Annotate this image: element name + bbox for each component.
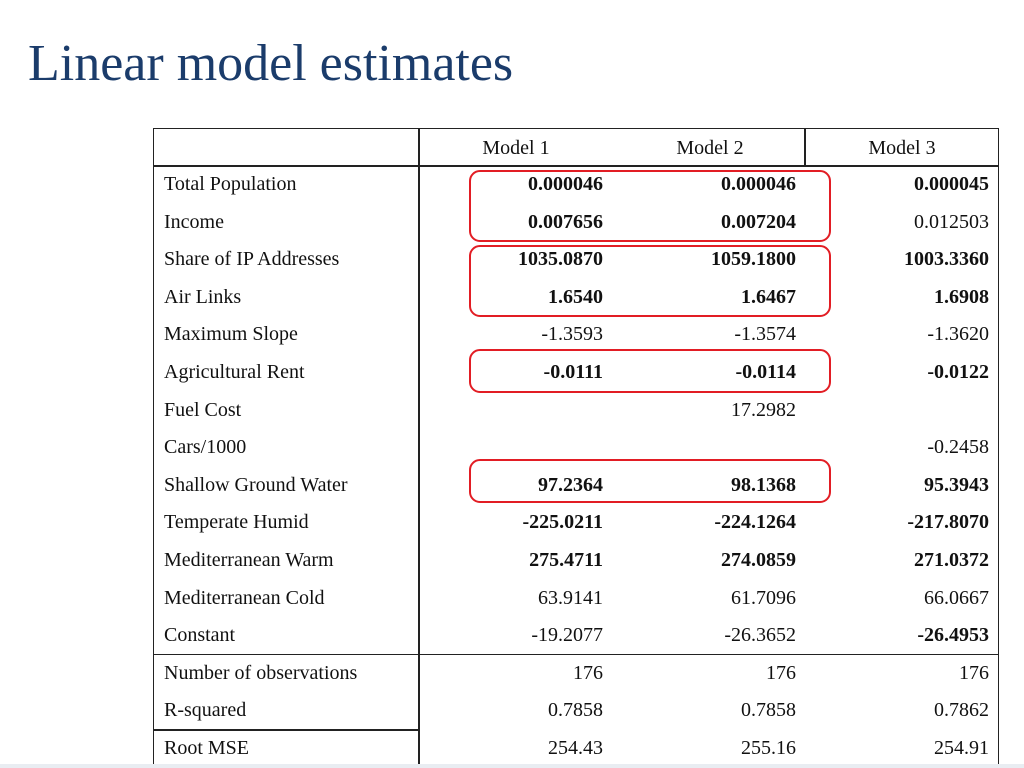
row-label: Total Population [164,173,297,195]
value-cell: -26.4953 [917,624,989,647]
value-cell: 98.1368 [731,473,796,496]
value-cell: 0.000046 [721,173,796,195]
highlight-box [469,170,831,242]
value-cell: 275.4711 [529,549,603,571]
highlight-box [469,459,831,503]
value-cell: 0.007656 [528,210,603,233]
model-divider [804,129,806,165]
value-cell: -225.0211 [522,511,603,534]
row-label: Mediterranean Cold [164,586,325,609]
value-cell: 1.6467 [741,285,796,308]
estimates-table: Model 1 Model 2 Model 3 Total Population 0.0… [153,128,999,766]
row-label: Shallow Ground Water [164,473,348,496]
value-cell: -0.0114 [735,361,796,383]
highlight-box [469,349,831,393]
value-cell: 1.6908 [934,285,989,308]
highlight-box [469,245,831,317]
value-cell: 0.7858 [548,699,603,722]
row-label: Constant [164,624,236,647]
value-cell: 255.16 [741,737,796,759]
rootmse-divider [154,729,418,731]
row-label: Temperate Humid [164,511,309,534]
value-cell: -1.3620 [927,323,989,346]
value-cell: 1059.1800 [711,248,796,271]
row-label: Fuel Cost [164,398,242,421]
value-cell: 254.43 [548,737,603,759]
value-cell: 176 [766,661,796,684]
value-cell: -0.0122 [927,361,989,383]
row-label: Maximum Slope [164,323,298,346]
value-cell: -26.3652 [724,624,796,647]
column-header: Model 3 [868,137,936,159]
value-cell: -217.8070 [907,511,989,534]
value-cell: -1.3593 [541,323,603,346]
row-label: Root MSE [164,737,250,759]
row-label: R-squared [164,699,247,722]
stats-divider [154,653,998,656]
value-cell: 0.7862 [934,699,989,722]
header-divider [154,165,998,167]
row-label: Income [164,210,224,233]
value-cell: 95.3943 [924,473,989,496]
value-cell: 1003.3360 [904,248,989,271]
row-label: Mediterranean Warm [164,549,334,571]
value-cell: 176 [959,661,989,684]
value-cell: 61.7096 [731,586,796,609]
value-cell: -0.0111 [543,361,603,383]
value-cell: 271.0372 [914,549,989,571]
value-cell: 17.2982 [731,398,796,421]
value-cell: 66.0667 [924,586,989,609]
value-cell: -0.2458 [927,436,989,459]
value-cell: 63.9141 [538,586,603,609]
column-header: Model 1 [482,137,550,159]
value-cell: 97.2364 [538,473,603,496]
bottom-strip [0,764,1024,768]
value-cell: -224.1264 [714,511,796,534]
value-cell: 0.000045 [914,173,989,195]
label-divider [418,129,420,765]
row-label: Cars/1000 [164,436,247,459]
value-cell: 1.6540 [548,285,603,308]
value-cell: 1035.0870 [518,248,603,271]
row-label: Share of IP Addresses [164,248,340,271]
row-label: Agricultural Rent [164,361,305,383]
value-cell: 0.007204 [721,210,796,233]
row-label: Air Links [164,285,242,308]
row-label: Number of observations [164,661,358,684]
value-cell: -19.2077 [531,624,603,647]
slide-title: Linear model estimates [28,35,514,92]
value-cell: 0.7858 [741,699,796,722]
value-cell: 0.012503 [914,210,989,233]
value-cell: -1.3574 [734,323,796,346]
value-cell: 0.000046 [528,173,603,195]
value-cell: 274.0859 [721,549,796,571]
value-cell: 176 [573,661,603,684]
value-cell: 254.91 [934,737,989,759]
column-header: Model 2 [676,137,744,159]
